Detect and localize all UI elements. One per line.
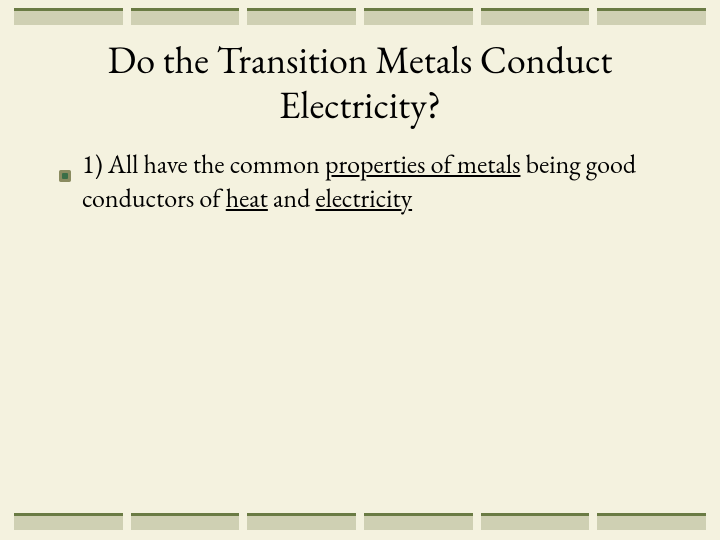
decor-segment [131, 8, 240, 25]
decor-segment [14, 513, 123, 530]
underlined-text: electricity [316, 181, 413, 215]
bullet-item: 1) All have the common properties of met… [58, 147, 662, 216]
plain-text: 1) All have the common [82, 147, 325, 181]
decor-segment [364, 8, 473, 25]
decor-segment [597, 513, 706, 530]
decor-segment [247, 513, 356, 530]
slide: Do the Transition Metals Conduct Electri… [0, 0, 720, 540]
decor-segment [14, 8, 123, 25]
plain-text: and [268, 181, 316, 215]
decor-segment [247, 8, 356, 25]
decor-segment [597, 8, 706, 25]
top-decor-bar [0, 0, 720, 25]
decor-segment [481, 513, 590, 530]
slide-content: 1) All have the common properties of met… [0, 147, 720, 513]
bullet-text: 1) All have the common properties of met… [82, 147, 662, 216]
slide-title: Do the Transition Metals Conduct Electri… [50, 39, 670, 129]
decor-segment [364, 513, 473, 530]
decor-segment [131, 513, 240, 530]
underlined-text: properties of metals [325, 147, 521, 181]
decor-segment [481, 8, 590, 25]
bottom-decor-bar [0, 513, 720, 540]
bullet-icon [58, 157, 72, 191]
underlined-text: heat [226, 181, 268, 215]
